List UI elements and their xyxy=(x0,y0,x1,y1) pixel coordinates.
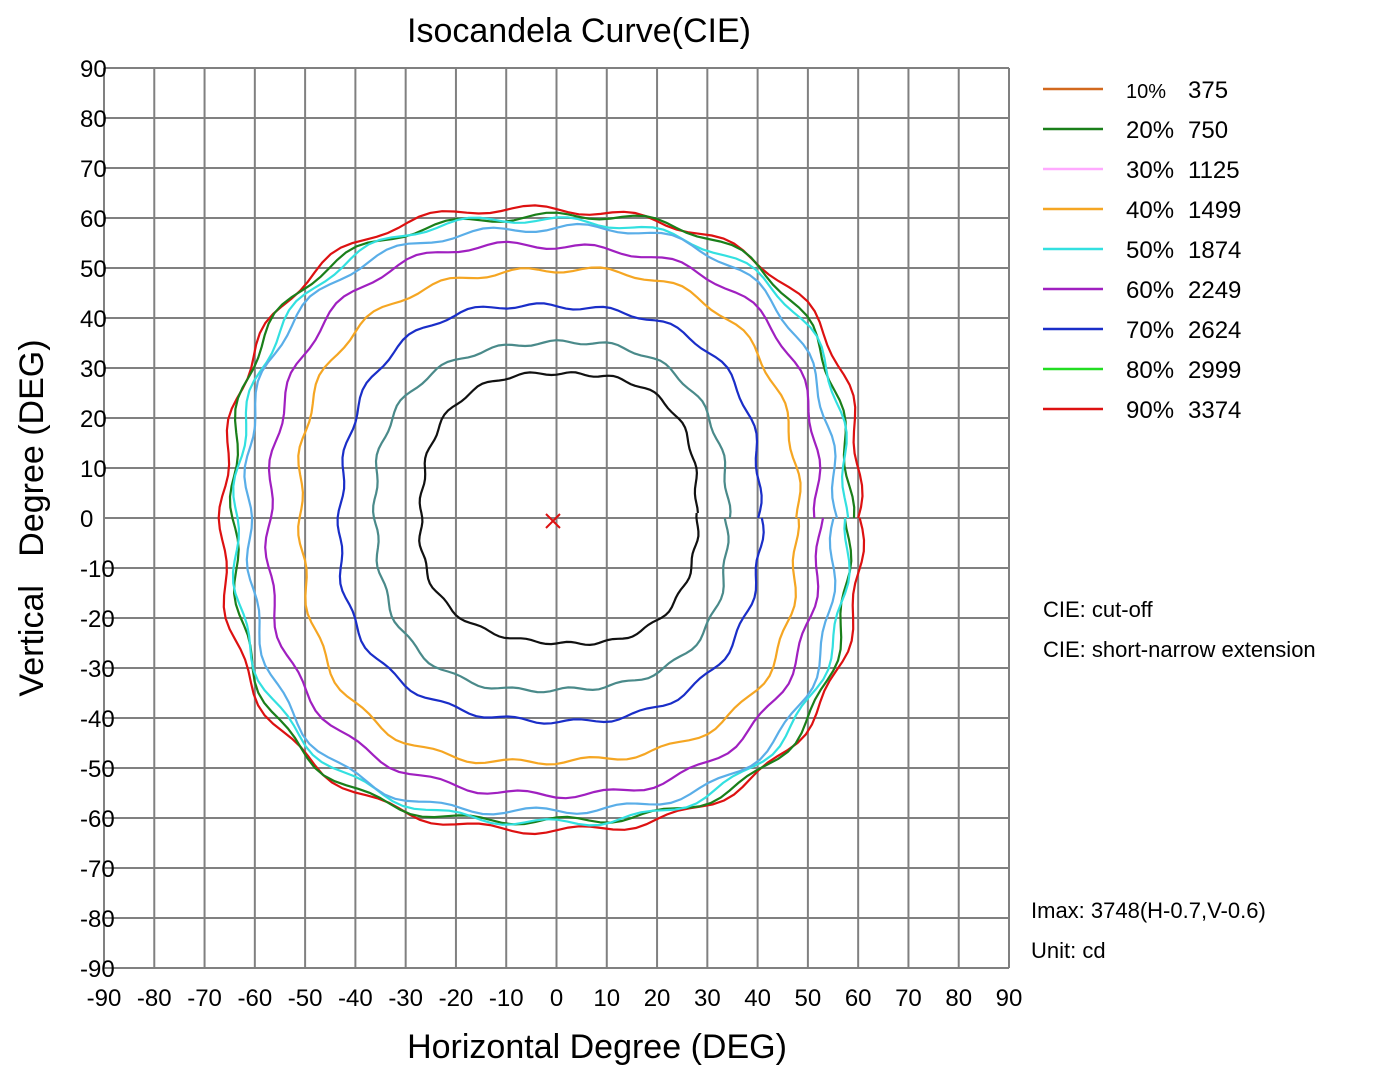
isocandela-curve xyxy=(231,216,851,827)
y-tick-label: -20 xyxy=(80,606,115,633)
y-tick-label: -90 xyxy=(80,956,115,983)
isocandela-curve xyxy=(243,222,839,816)
x-tick-label: -40 xyxy=(338,985,373,1012)
y-tick-label: 30 xyxy=(80,356,107,383)
annotation-short-narrow: CIE: short-narrow extension xyxy=(1043,637,1316,662)
x-tick-label: 70 xyxy=(895,985,922,1012)
legend-value: 1874 xyxy=(1188,237,1241,264)
y-tick-label: -60 xyxy=(80,806,115,833)
x-tick-label: 30 xyxy=(694,985,721,1012)
annotation-cut-off: CIE: cut-off xyxy=(1043,597,1154,622)
imax-text: Imax: 3748(H-0.7,V-0.6) xyxy=(1031,898,1266,923)
chart-title: Isocandela Curve(CIE) xyxy=(407,12,751,50)
isocandela-curves xyxy=(217,204,866,836)
x-tick-label: -30 xyxy=(388,985,423,1012)
y-tick-label: 80 xyxy=(80,106,107,133)
x-tick-label: -90 xyxy=(87,985,122,1012)
legend-value: 750 xyxy=(1188,117,1228,144)
legend-percent: 80% xyxy=(1126,357,1174,384)
x-tick-label: 80 xyxy=(945,985,972,1012)
imax-marker-stroke xyxy=(545,513,561,529)
x-tick-label: 50 xyxy=(795,985,822,1012)
x-tick-label: 40 xyxy=(744,985,771,1012)
x-tick-label: 20 xyxy=(644,985,671,1012)
legend-value: 2999 xyxy=(1188,357,1241,384)
y-tick-label: 20 xyxy=(80,406,107,433)
isocandela-curve xyxy=(297,266,802,766)
legend-value: 3374 xyxy=(1188,397,1241,424)
x-tick-label: -20 xyxy=(439,985,474,1012)
isocandela-curve xyxy=(217,204,866,836)
y-tick-label: -50 xyxy=(80,756,115,783)
legend-value: 1125 xyxy=(1188,157,1240,184)
y-tick-label: 40 xyxy=(80,306,107,333)
legend-percent: 70% xyxy=(1126,317,1174,344)
x-tick-label: -70 xyxy=(187,985,222,1012)
x-tick-label: 10 xyxy=(593,985,620,1012)
y-tick-labels: 90 80 70 60 50 40 30 20 10 0 -10 -20 -30 -40 -50 -60 -70… xyxy=(80,56,115,983)
x-tick-labels: -90 -80 -70 -60 -50 -40 -30 -20 -10 0 10 20 30 40 50 60… xyxy=(87,985,1023,1012)
x-tick-label: 60 xyxy=(845,985,872,1012)
x-tick-label: 0 xyxy=(550,985,563,1012)
isocandela-curve xyxy=(371,339,732,694)
y-tick-label: -70 xyxy=(80,856,115,883)
y-tick-label: 0 xyxy=(80,506,93,533)
isocandela-curve xyxy=(336,302,765,725)
legend-percent: 60% xyxy=(1126,277,1174,304)
legend-percent: 40% xyxy=(1126,197,1174,224)
legend-percent: 90% xyxy=(1126,397,1174,424)
legend-value: 1499 xyxy=(1188,197,1241,224)
isocandela-curve xyxy=(228,211,856,826)
isocandela-curve xyxy=(418,371,700,647)
legend-value: 2249 xyxy=(1188,277,1241,304)
isocandela-curve xyxy=(264,240,825,800)
y-tick-label: -30 xyxy=(80,656,115,683)
y-tick-label: -80 xyxy=(80,906,115,933)
x-axis-label: Horizontal Degree (DEG) xyxy=(407,1028,787,1066)
x-tick-label: -50 xyxy=(288,985,323,1012)
legend-percent: 50% xyxy=(1126,237,1174,264)
y-tick-label: -40 xyxy=(80,706,115,733)
y-tick-label: -10 xyxy=(80,556,115,583)
y-tick-label: 50 xyxy=(80,256,107,283)
y-axis-label: Vertical Degree (DEG) xyxy=(13,339,51,696)
imax-marker xyxy=(545,513,561,529)
unit-text: Unit: cd xyxy=(1031,938,1106,963)
legend-value: 2624 xyxy=(1188,317,1241,344)
legend: 10% 375 20% 750 30% 1125 40% 1499 50% 1874 60% 2249… xyxy=(1043,77,1241,424)
x-tick-label: -60 xyxy=(237,985,272,1012)
y-tick-label: 10 xyxy=(80,456,107,483)
y-tick-label: 70 xyxy=(80,156,107,183)
legend-value: 375 xyxy=(1188,77,1228,104)
x-tick-label: -80 xyxy=(137,985,172,1012)
y-tick-label: 90 xyxy=(80,56,107,83)
legend-percent: 20% xyxy=(1126,117,1174,144)
legend-percent: 10% xyxy=(1126,81,1166,103)
legend-percent: 30% xyxy=(1126,157,1174,184)
y-tick-label: 60 xyxy=(80,206,107,233)
x-tick-label: -10 xyxy=(489,985,524,1012)
x-tick-label: 90 xyxy=(996,985,1023,1012)
